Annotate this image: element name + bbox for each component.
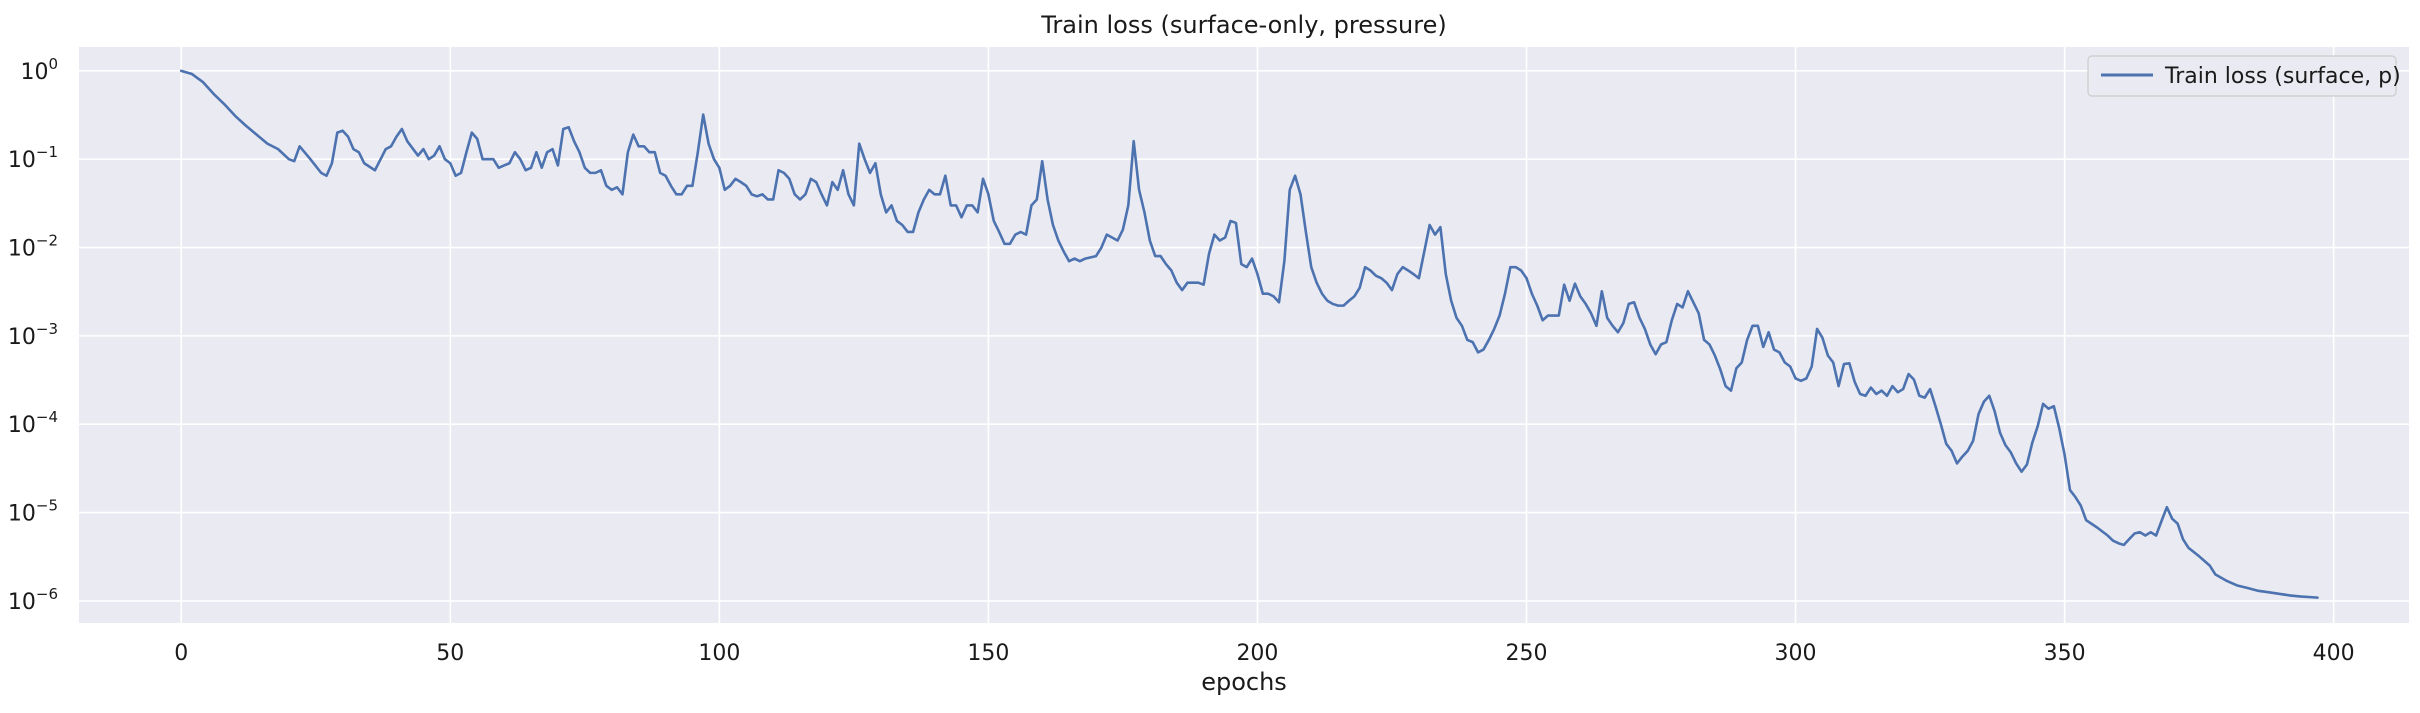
x-tick-labels: 0 50 100 150 200 250 300 350 400 bbox=[174, 641, 2354, 666]
y-tick-labels: 100 10−1 10−2 10−3 10−4 10−5 10−6 bbox=[8, 55, 58, 615]
y-tick-label: 10−5 bbox=[8, 497, 58, 527]
y-tick-label: 10−1 bbox=[8, 143, 58, 173]
legend-box bbox=[2087, 55, 2397, 97]
y-tick-label: 10−3 bbox=[8, 320, 58, 350]
chart-title: Train loss (surface-only, pressure) bbox=[1040, 11, 1446, 39]
x-tick-label: 100 bbox=[698, 641, 740, 666]
grid-lines bbox=[79, 47, 2409, 623]
x-tick-label: 250 bbox=[1506, 641, 1548, 666]
x-tick-label: 50 bbox=[436, 641, 464, 666]
legend-label: Train loss (surface, p) bbox=[2164, 64, 2401, 89]
x-tick-label: 200 bbox=[1236, 641, 1278, 666]
y-tick-label: 10−6 bbox=[8, 585, 58, 615]
y-tick-label: 100 bbox=[20, 55, 58, 85]
series-line-train-loss bbox=[179, 69, 2319, 599]
x-tick-label: 150 bbox=[967, 641, 1009, 666]
x-axis-label: epochs bbox=[1201, 668, 1287, 696]
x-tick-label: 350 bbox=[2044, 641, 2086, 666]
series-layer bbox=[179, 69, 2319, 599]
y-tick-label: 10−2 bbox=[8, 232, 58, 262]
plot-background bbox=[79, 47, 2409, 623]
x-tick-label: 0 bbox=[174, 641, 188, 666]
y-tick-label: 10−4 bbox=[8, 408, 58, 438]
legend: Train loss (surface, p) bbox=[2087, 55, 2401, 97]
x-tick-label: 400 bbox=[2313, 641, 2355, 666]
x-tick-label: 300 bbox=[1775, 641, 1817, 666]
